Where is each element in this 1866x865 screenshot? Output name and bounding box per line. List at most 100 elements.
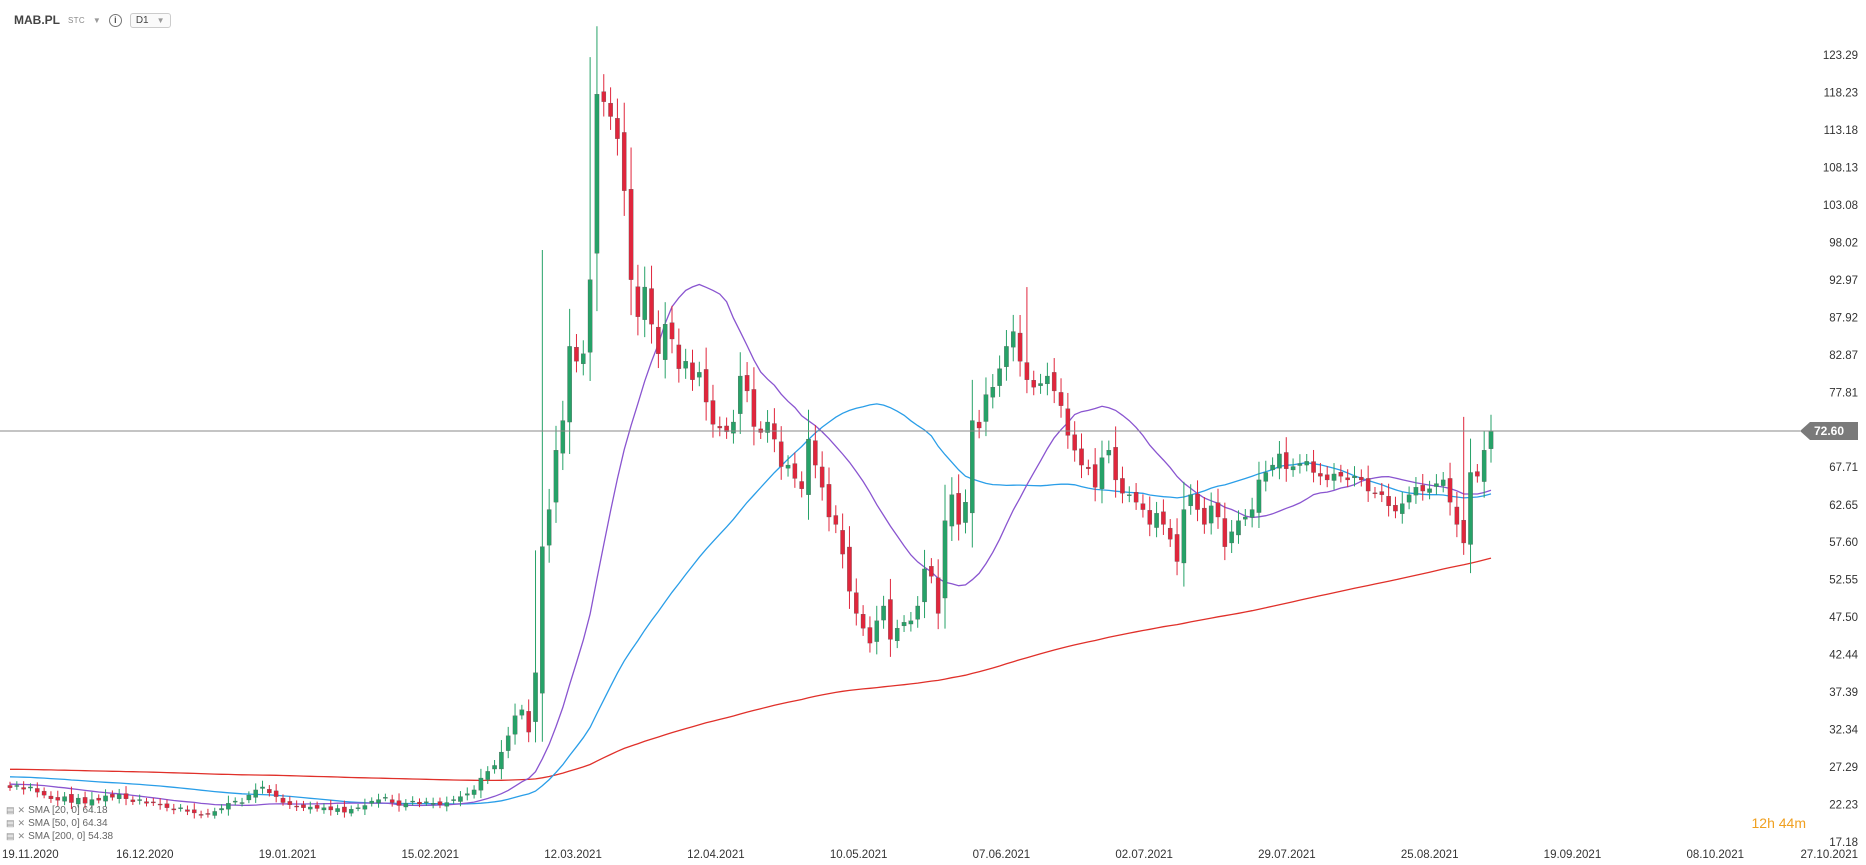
candle — [526, 699, 531, 743]
candle — [1208, 492, 1214, 535]
candle — [813, 425, 818, 479]
candle — [1420, 473, 1426, 501]
candle — [621, 102, 627, 216]
candle — [342, 800, 347, 818]
candle — [1283, 437, 1289, 482]
candle — [1440, 472, 1446, 493]
candle — [697, 361, 702, 387]
candle — [724, 417, 729, 439]
candle — [737, 352, 743, 434]
candle — [1345, 469, 1350, 488]
candle — [1222, 502, 1228, 561]
legend-row-sma20[interactable]: ▤ ✕ SMA [20, 0] 64.18 — [6, 804, 113, 817]
y-axis: 123.29 118.23 113.18 108.13 103.08 98.02 92.97… — [1823, 50, 1859, 849]
candle — [1167, 519, 1173, 547]
candle — [505, 726, 511, 759]
candle — [587, 57, 593, 382]
candle — [1372, 486, 1378, 499]
candle — [389, 794, 395, 807]
candle — [608, 87, 613, 130]
candle — [1236, 510, 1241, 544]
y-tick-label: 87.92 — [1829, 312, 1858, 324]
candle — [1106, 440, 1112, 464]
x-tick-label: 02.07.2021 — [1115, 849, 1173, 861]
info-icon[interactable]: i — [108, 13, 122, 27]
candle — [82, 791, 88, 809]
close-icon[interactable]: ✕ — [17, 818, 26, 828]
candle — [62, 792, 67, 806]
candle — [826, 467, 832, 532]
list-icon: ▤ — [6, 818, 15, 828]
candle — [628, 147, 634, 316]
candle — [867, 616, 873, 653]
x-tick-label: 19.01.2021 — [259, 849, 317, 861]
candle — [956, 474, 961, 541]
candle — [1386, 483, 1391, 517]
candle — [35, 782, 40, 798]
candle — [1010, 314, 1016, 362]
candle — [1140, 494, 1146, 518]
chevron-down-icon[interactable]: ▼ — [92, 15, 101, 25]
symbol-exchange: STC — [68, 15, 85, 25]
candle — [301, 800, 306, 812]
candle — [437, 797, 443, 809]
sma200-path — [10, 557, 1492, 782]
candle — [1092, 448, 1098, 502]
candle — [1427, 480, 1432, 500]
candle — [1038, 373, 1043, 394]
candle — [1318, 462, 1323, 486]
y-tick-label: 108.13 — [1823, 162, 1858, 174]
candle — [615, 98, 620, 156]
candle — [1447, 462, 1453, 516]
x-tick-label: 25.08.2021 — [1401, 849, 1459, 861]
candle — [1120, 466, 1125, 504]
candle — [594, 26, 600, 312]
candle — [806, 409, 811, 520]
candle — [1311, 449, 1316, 483]
x-tick-label: 16.12.2020 — [116, 849, 174, 861]
candle — [273, 784, 279, 803]
sma200-line — [10, 557, 1492, 782]
candle — [1086, 459, 1091, 476]
timeframe-select[interactable]: D1 ▼ — [129, 12, 171, 28]
legend-row-sma50[interactable]: ▤ ✕ SMA [50, 0] 64.34 — [6, 817, 113, 830]
candle — [970, 379, 975, 548]
candle — [1195, 480, 1200, 522]
candle — [246, 791, 252, 804]
y-tick-label: 47.50 — [1829, 612, 1858, 624]
y-tick-label: 57.60 — [1829, 537, 1858, 549]
candle — [990, 374, 996, 409]
candle — [553, 425, 559, 523]
candle — [1393, 496, 1398, 519]
symbol-label[interactable]: MAB.PL — [14, 13, 60, 27]
candle — [376, 793, 381, 808]
candle — [198, 810, 204, 819]
candle — [1004, 330, 1009, 381]
candle — [328, 799, 334, 816]
candle — [1488, 414, 1494, 463]
timer-hours-unit: h — [1767, 815, 1775, 831]
candle — [171, 803, 177, 815]
sma50-path — [9, 403, 1492, 805]
y-tick-label: 123.29 — [1823, 50, 1858, 62]
x-tick-label: 15.02.2021 — [402, 849, 460, 861]
candle — [1202, 497, 1207, 534]
legend-text: SMA [200, 0] 54.38 — [28, 831, 114, 842]
candle — [656, 310, 661, 369]
candle — [144, 797, 149, 807]
close-icon[interactable]: ✕ — [17, 805, 26, 815]
y-tick-label: 113.18 — [1824, 125, 1858, 137]
candle — [1188, 484, 1193, 515]
candle — [110, 790, 115, 801]
legend-row-sma200[interactable]: ▤ ✕ SMA [200, 0] 54.38 — [6, 830, 113, 843]
candle — [287, 796, 293, 809]
candle — [1133, 483, 1139, 510]
candle — [690, 349, 695, 391]
y-tick-label: 103.08 — [1823, 200, 1858, 212]
candle — [642, 266, 647, 338]
candle — [662, 302, 668, 379]
candle — [321, 803, 327, 814]
close-icon[interactable]: ✕ — [17, 831, 26, 841]
candle — [1243, 509, 1248, 527]
